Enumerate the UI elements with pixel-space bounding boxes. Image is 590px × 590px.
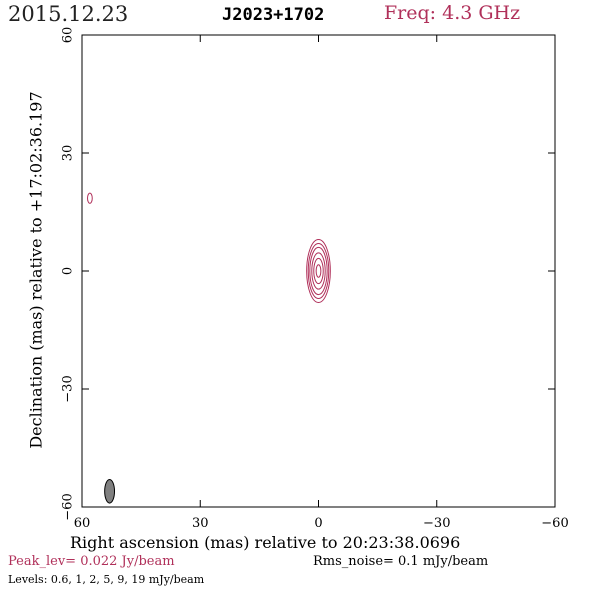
axis-ticks: 60 30 0 −30 −60 −60 −30 0 30 60 (61, 27, 569, 531)
contour-core (307, 242, 330, 300)
peak-level: Peak_lev= 0.022 Jy/beam (8, 554, 175, 569)
contour-core (309, 246, 328, 296)
y-tick-label: −60 (61, 493, 76, 520)
observation-date: 2015.12.23 (8, 2, 129, 26)
x-axis-label: Right ascension (mas) relative to 20:23:… (70, 533, 461, 552)
plot-frame (81, 34, 556, 508)
source-name: J2023+1702 (222, 5, 325, 25)
contour-spot (87, 192, 93, 204)
x-tick-label: −60 (541, 516, 568, 531)
y-tick-label: −30 (61, 375, 76, 402)
x-tick-label: −30 (423, 516, 450, 531)
contour-core (315, 264, 322, 278)
y-tick-label: 0 (61, 267, 76, 275)
y-axis-label: Declination (mas) relative to +17:02:36.… (26, 91, 46, 449)
contour-levels: Levels: 0.6, 1, 2, 5, 9, 19 mJy/beam (8, 573, 205, 586)
x-tick-label: 30 (192, 516, 209, 531)
contour-core (311, 252, 326, 290)
frequency-label: Freq: 4.3 GHz (384, 2, 521, 24)
contour-core (306, 239, 331, 303)
contour-core (313, 257, 324, 285)
rms-noise: Rms_noise= 0.1 mJy/beam (313, 554, 489, 569)
y-tick-label: 30 (61, 145, 76, 162)
contour-layer (87, 192, 331, 303)
x-tick-label: 0 (314, 516, 322, 531)
x-tick-label: 60 (74, 516, 91, 531)
beam-ellipse (104, 478, 116, 504)
y-tick-label: 60 (61, 27, 76, 44)
